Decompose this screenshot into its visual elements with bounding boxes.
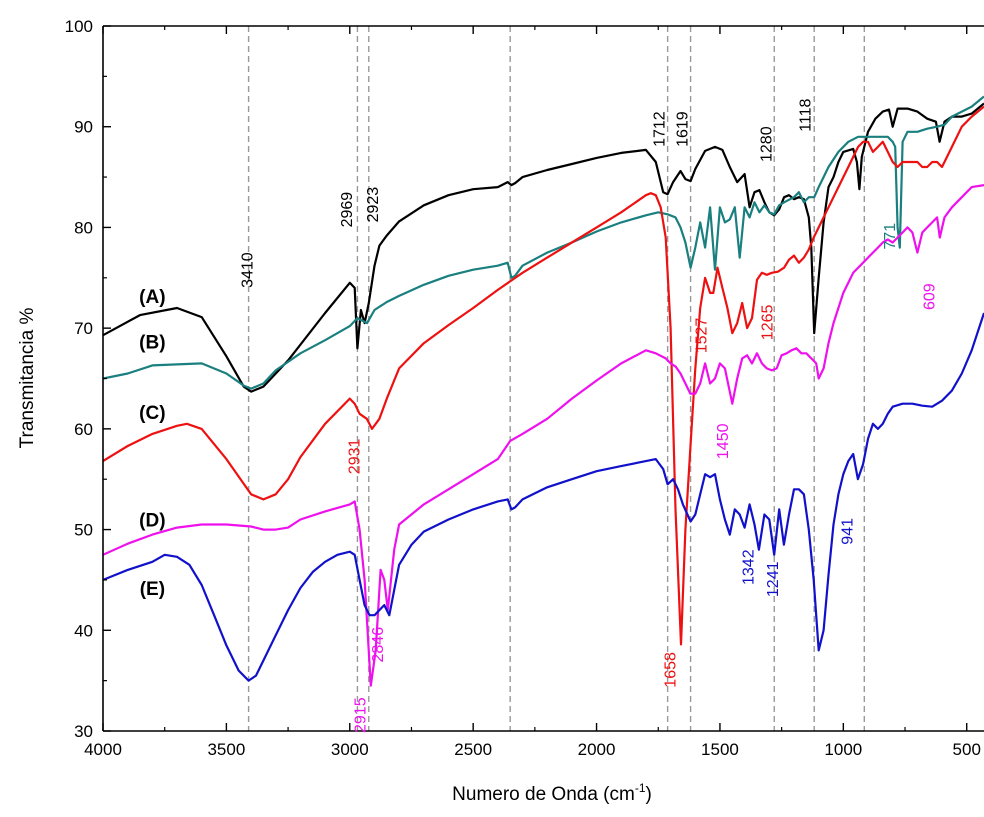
y-tick-label-5: 80 bbox=[74, 218, 93, 237]
peak-label-13: 2915 bbox=[352, 697, 369, 733]
x-tick-label-3: 2500 bbox=[454, 740, 492, 759]
peak-label-5: 1280 bbox=[758, 126, 775, 162]
x-tick-label-2: 3000 bbox=[331, 740, 369, 759]
x-tick-label-5: 1500 bbox=[701, 740, 739, 759]
series-label-3: (D) bbox=[139, 511, 165, 532]
labels: (A) (B) (C) (D) (E) 3410 2969 2923 1712 1619 1280 1… bbox=[139, 98, 938, 733]
series-label-4: (E) bbox=[140, 579, 165, 600]
x-axis-title: Numero de Onda (cm-1) bbox=[452, 781, 652, 805]
x-axis-title-superscript: -1 bbox=[635, 781, 646, 795]
series-group bbox=[103, 95, 984, 687]
peak-label-15: 1658 bbox=[663, 652, 680, 688]
y-tick-label-7: 100 bbox=[65, 17, 93, 36]
series-line-4 bbox=[103, 312, 984, 682]
peak-label-7: 771 bbox=[882, 223, 899, 250]
peak-label-6: 1118 bbox=[797, 98, 814, 131]
y-tick-label-2: 50 bbox=[74, 521, 93, 540]
peak-label-12: 609 bbox=[922, 283, 939, 310]
series-label-0: (A) bbox=[139, 287, 165, 308]
peak-label-17: 1241 bbox=[765, 561, 782, 597]
peak-label-8: 2931 bbox=[347, 439, 364, 475]
series-line-0 bbox=[103, 102, 984, 393]
y-tick-label-4: 70 bbox=[74, 319, 93, 338]
peak-label-1: 2969 bbox=[339, 192, 356, 228]
y-axis-title: Transmitancia % bbox=[17, 308, 38, 449]
peak-label-16: 1342 bbox=[741, 549, 758, 585]
series-line-3 bbox=[103, 184, 984, 687]
peak-label-4: 1619 bbox=[674, 111, 691, 147]
x-tick-label-1: 3500 bbox=[207, 740, 245, 759]
axes: 4000 3500 3000 2500 2000 1500 1000 500 30 40 50 60 7… bbox=[65, 17, 984, 759]
x-tick-label-4: 2000 bbox=[578, 740, 616, 759]
peak-label-0: 3410 bbox=[239, 252, 256, 288]
x-axis-title-end: ) bbox=[646, 784, 652, 805]
peak-label-10: 1265 bbox=[760, 305, 777, 341]
x-axis-title-main: Numero de Onda (cm bbox=[452, 784, 635, 805]
x-tick-label-7: 500 bbox=[953, 740, 981, 759]
y-tick-label-0: 30 bbox=[74, 722, 93, 741]
series-label-1: (B) bbox=[139, 332, 165, 353]
peak-label-3: 1712 bbox=[651, 111, 668, 147]
peak-label-18: 941 bbox=[840, 518, 857, 545]
peak-label-2: 2923 bbox=[365, 187, 382, 223]
series-label-2: (C) bbox=[139, 403, 165, 424]
peak-label-9: 1527 bbox=[693, 318, 710, 354]
peak-label-11: 1450 bbox=[715, 423, 732, 459]
y-tick-label-6: 90 bbox=[74, 118, 93, 137]
y-tick-label-1: 40 bbox=[74, 621, 93, 640]
series-line-1 bbox=[103, 95, 984, 390]
y-tick-label-3: 60 bbox=[74, 420, 93, 439]
series-line-2 bbox=[103, 105, 984, 646]
reference-lines bbox=[247, 26, 866, 731]
peak-label-14: 2846 bbox=[370, 627, 387, 663]
x-tick-label-0: 4000 bbox=[84, 740, 122, 759]
x-tick-label-6: 1000 bbox=[824, 740, 862, 759]
